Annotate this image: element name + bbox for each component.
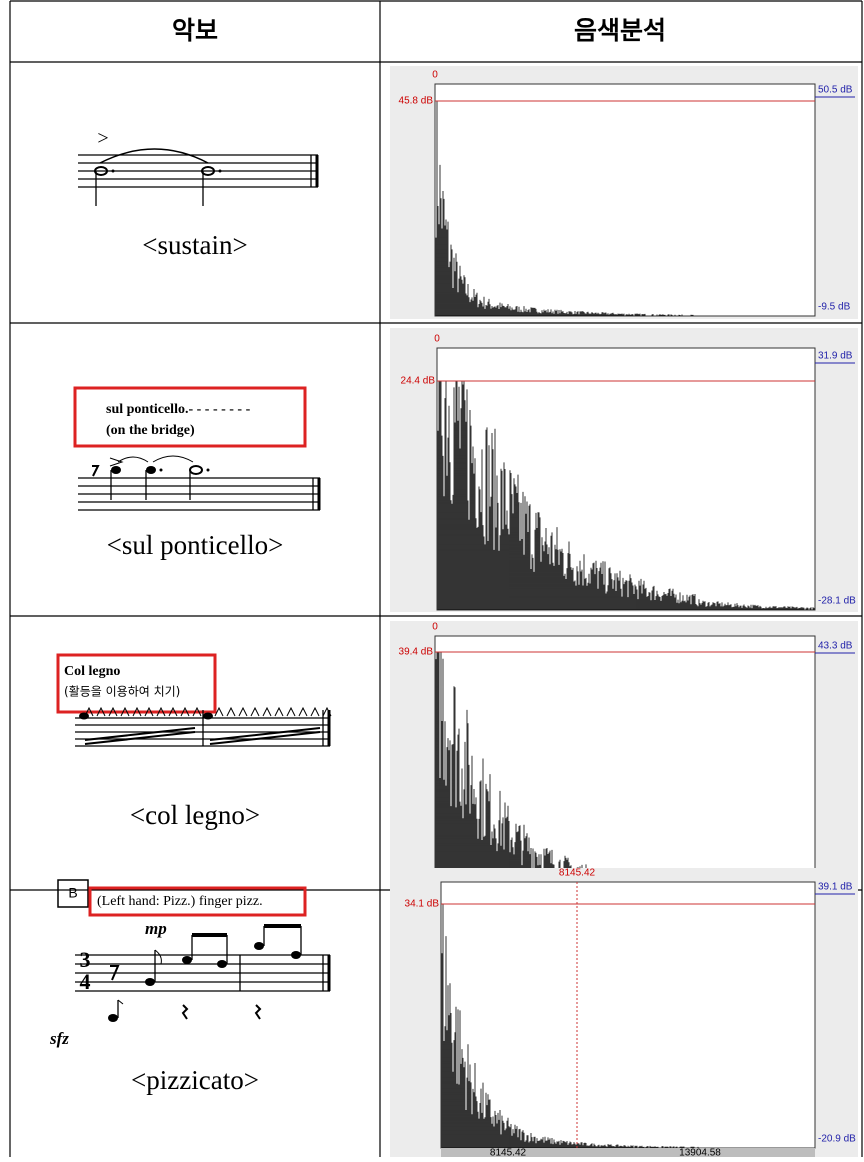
staff bbox=[78, 149, 318, 206]
max-label: 50.5 dB bbox=[818, 85, 853, 96]
annotation: (on the bridge) bbox=[106, 423, 195, 438]
page: 악보 음색분석 > <sustain> sul ponticello.- - -… bbox=[0, 0, 864, 1157]
marker-label: 8145.42 bbox=[559, 868, 596, 879]
staff bbox=[219, 170, 222, 173]
header-cell: 음색분석 bbox=[574, 16, 666, 45]
dynamic: mp bbox=[145, 919, 167, 938]
staff bbox=[110, 966, 260, 1019]
staff bbox=[145, 978, 155, 986]
staff bbox=[207, 469, 210, 472]
axis-label: 8145.42 bbox=[490, 1148, 527, 1157]
level-label: 39.4 dB bbox=[399, 647, 434, 658]
staff bbox=[182, 956, 192, 964]
plot-area bbox=[435, 84, 815, 316]
plot-area bbox=[441, 882, 815, 1148]
min-label: -20.9 dB bbox=[818, 1134, 856, 1145]
staff bbox=[118, 456, 193, 462]
max-label: 31.9 dB bbox=[818, 351, 853, 362]
caption: <pizzicato> bbox=[131, 1065, 259, 1095]
staff bbox=[160, 469, 163, 472]
rehearsal-mark: B bbox=[68, 885, 77, 901]
marker-label: 0 bbox=[432, 70, 438, 81]
annotation: sul ponticello.- - - - - - - - bbox=[106, 402, 251, 417]
staff bbox=[110, 458, 122, 466]
staff bbox=[92, 466, 98, 476]
staff bbox=[155, 950, 161, 964]
axis-label: 13904.58 bbox=[679, 1148, 721, 1157]
caption: <col legno> bbox=[130, 800, 260, 830]
level-label: 24.4 dB bbox=[401, 376, 436, 387]
marker-label: 0 bbox=[432, 622, 438, 633]
staff bbox=[79, 713, 89, 720]
staff bbox=[108, 1014, 118, 1022]
max-label: 39.1 dB bbox=[818, 882, 853, 893]
staff bbox=[203, 713, 213, 720]
min-label: -28.1 dB bbox=[818, 596, 856, 607]
annotation: (Left hand: Pizz.) finger pizz. bbox=[97, 894, 263, 909]
annotation: (활등을 이용하여 치기) bbox=[64, 685, 180, 699]
max-label: 43.3 dB bbox=[818, 641, 853, 652]
staff bbox=[217, 960, 227, 968]
level-label: 34.1 dB bbox=[405, 899, 440, 910]
staff bbox=[112, 170, 115, 173]
staff bbox=[75, 708, 331, 746]
header-cell: 악보 bbox=[172, 16, 218, 45]
caption: <sustain> bbox=[142, 230, 247, 260]
staff bbox=[291, 951, 301, 959]
marker-label: 0 bbox=[434, 334, 440, 345]
staff bbox=[75, 926, 330, 1022]
annotation: Col legno bbox=[64, 664, 120, 679]
dynamic: sfz bbox=[49, 1029, 69, 1048]
level-label: 45.8 dB bbox=[399, 96, 434, 107]
spectra: 0 45.8 dB 50.5 dB -9.5 dB 0 24.4 dB 31.9 dB -28… bbox=[390, 66, 858, 1157]
staff bbox=[111, 466, 121, 474]
staff bbox=[190, 466, 202, 474]
min-label: -9.5 dB bbox=[818, 302, 851, 313]
accent: > bbox=[97, 128, 108, 150]
caption: <sul ponticello> bbox=[107, 530, 284, 560]
staff bbox=[146, 466, 156, 474]
staff bbox=[118, 1000, 123, 1004]
staff bbox=[78, 456, 320, 510]
staff bbox=[100, 149, 208, 163]
staff bbox=[254, 942, 264, 950]
